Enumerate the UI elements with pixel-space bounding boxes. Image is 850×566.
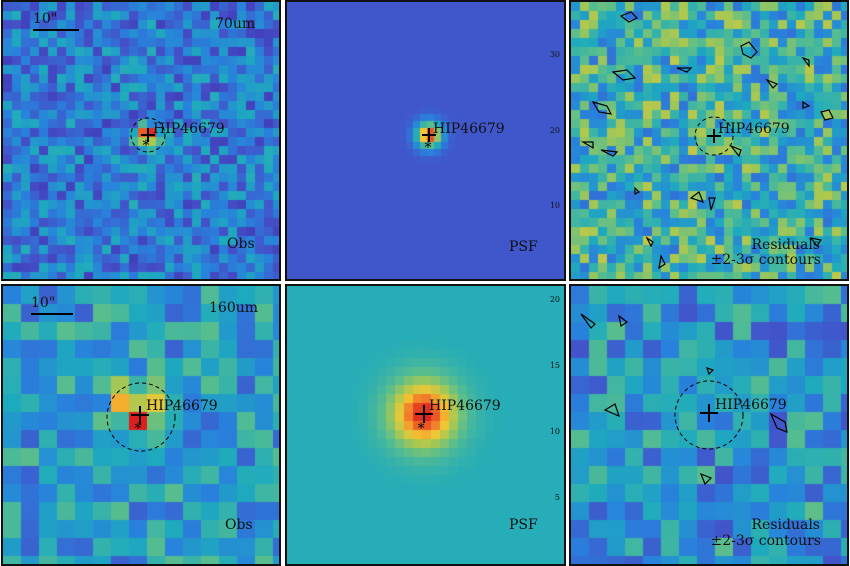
obs-label: Obs: [227, 236, 255, 252]
aperture-circle: [106, 382, 176, 452]
tick-label: 15: [549, 361, 560, 370]
overlay-160um-obs: *: [31, 313, 176, 452]
psf-image-160um: [287, 286, 564, 564]
panel-70um-residuals: HIP46679 Residuals ±2-3σ contours: [569, 0, 849, 281]
residual-contours: [580, 11, 834, 270]
scale-label: 10": [31, 295, 56, 311]
residuals-label: Residuals: [751, 517, 820, 533]
psf-image-70um: [287, 2, 564, 279]
source-cross-marker: [700, 404, 718, 422]
overlay-160um-psf: *: [415, 405, 433, 437]
source-cross-marker: [415, 405, 433, 423]
panel-160um-obs: * 10" 160um HIP46679 Obs: [1, 284, 281, 566]
residual-image-160um: [571, 286, 847, 564]
star-marker: *: [418, 421, 425, 437]
source-label: HIP46679: [433, 121, 505, 137]
source-cross-marker: [131, 406, 149, 424]
source-label: HIP46679: [153, 121, 225, 137]
panel-70um-psf: * 30 20 10 HIP46679 PSF: [285, 0, 566, 281]
contour-label: ±2-3σ contours: [710, 533, 821, 549]
psf-label: PSF: [509, 517, 538, 533]
scale-label: 10": [33, 11, 58, 27]
overlay-70um-psf: *: [422, 128, 436, 156]
band-label: 70um: [215, 16, 256, 32]
residual-image-70um: [571, 2, 847, 279]
aperture-circle: [674, 380, 744, 450]
residual-contours: [580, 313, 788, 486]
star-marker: *: [425, 140, 432, 156]
source-label: HIP46679: [146, 398, 218, 414]
panel-70um-obs: * 10" 70um HIP46679 Obs: [1, 0, 281, 281]
tick-label: 20: [549, 295, 560, 304]
overlay-70um-residuals: [580, 11, 834, 270]
tick-label: 10: [549, 427, 560, 436]
overlay-70um-obs: *: [33, 29, 166, 154]
tick-label: 10: [549, 201, 560, 210]
tick-label: 20: [549, 126, 560, 135]
tick-label: 5: [554, 493, 560, 502]
psf-label: PSF: [509, 239, 538, 255]
source-cross-marker: [707, 129, 721, 143]
obs-label: Obs: [225, 517, 253, 533]
source-label: HIP46679: [715, 397, 787, 413]
contour-label: ±2-3σ contours: [710, 252, 821, 268]
source-cross-marker: [422, 128, 436, 142]
panel-160um-psf: * 20 15 10 5 HIP46679 PSF: [285, 284, 566, 566]
band-label: 160um: [209, 300, 259, 316]
aperture-circle: [130, 117, 166, 153]
panel-160um-residuals: HIP46679 Residuals ±2-3σ contours: [569, 284, 849, 566]
source-label: HIP46679: [718, 121, 790, 137]
obs-image-160um: [3, 286, 279, 564]
aperture-circle: [694, 116, 734, 156]
overlay-160um-residuals: [580, 313, 788, 486]
star-marker: *: [143, 138, 150, 154]
residuals-label: Residuals: [751, 237, 820, 253]
source-label: HIP46679: [429, 398, 501, 414]
source-cross-marker: [141, 128, 155, 142]
tick-label: 30: [549, 50, 560, 59]
obs-image-70um: [3, 2, 279, 279]
star-marker: *: [135, 421, 142, 437]
